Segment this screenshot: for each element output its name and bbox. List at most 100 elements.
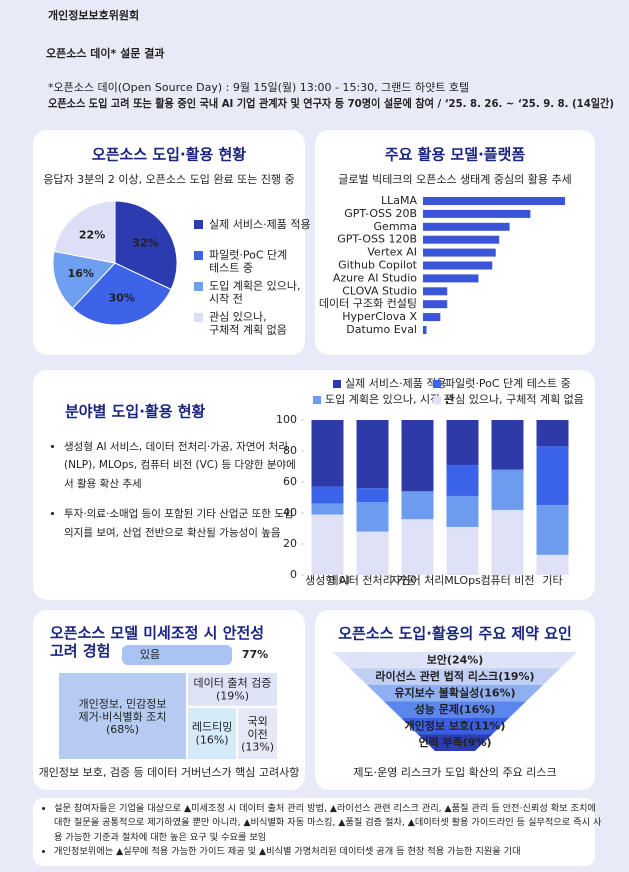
y-tick-label: 20	[283, 537, 297, 550]
x-tick-label: 자연어 처리	[390, 574, 444, 587]
y-tick-label: GPT-OSS 120B	[337, 233, 417, 246]
slice-label: 30%	[109, 291, 135, 304]
treemap-cell	[236, 705, 279, 761]
footer-panel	[33, 798, 595, 866]
cell-value: (19%)	[216, 689, 249, 702]
y-tick-label: CLOVA Studio	[342, 284, 417, 297]
cell-label: 개인정보, 민감정보 제거·비식별화 조치	[79, 697, 167, 723]
legend-swatch	[194, 251, 203, 260]
event-note: *오픈소스 데이(Open Source Day) : 9월 15일(월) 13…	[48, 80, 469, 94]
panel-subtitle: 글로벌 빅테크의 오픈소스 생태계 중심의 활용 추세	[338, 172, 572, 186]
survey-summary: 오픈소스 도입 고려 또는 활용 중인 국내 AI 기업 관계자 및 연구자 등…	[48, 96, 614, 110]
bullet: 생성형 AI 서비스, 데이터 전처리·가공, 자연어 처리(NLP), MLO…	[64, 438, 296, 493]
bar-segment	[311, 486, 344, 504]
treemap-cell	[185, 705, 239, 761]
cell-value: (68%)	[106, 723, 139, 736]
cell-value: (16%)	[196, 733, 229, 746]
legend-label: 파일럿·PoC 단계 테스트 중	[445, 376, 571, 390]
funnel-layer	[350, 668, 560, 685]
bar	[423, 248, 496, 257]
note: 설문 참여자들은 기업을 대상으로 ▲미세조정 시 데이터 출처 관리 방법, …	[54, 802, 602, 845]
y-tick-label: HyperClova X	[342, 310, 417, 323]
bar	[423, 300, 448, 309]
bar-segment	[491, 509, 524, 575]
panel-title: 주요 활용 모델·플랫폼	[385, 146, 526, 164]
y-tick-label: Azure AI Studio	[333, 271, 417, 284]
org-name: 개인정보보호위원회	[48, 8, 139, 22]
caption: 제도·운영 리스크가 도입 확산의 주요 리스크	[353, 766, 556, 779]
legend-label: 관심 있으나, 구체적 계획 없음	[209, 310, 287, 336]
bar-segment	[311, 420, 344, 487]
legend-swatch	[433, 396, 441, 404]
panel-title: 오픈소스 모델 미세조정 시 안전성 고려 경험	[50, 624, 264, 660]
cell-label: 국외 이전	[247, 715, 267, 741]
bar-segment	[536, 420, 569, 447]
bar	[423, 235, 500, 244]
bar-segment	[491, 469, 524, 510]
slice-label: 16%	[68, 267, 94, 280]
pie-slice	[53, 200, 116, 264]
y-tick-label: 40	[283, 506, 297, 519]
legend-label: 관심 있으나, 구체적 계획 없음	[445, 393, 584, 406]
funnel-label: 인력 부족(9%)	[418, 735, 491, 749]
bar-segment	[536, 446, 569, 506]
footer-notes: 설문 참여자들은 기업을 대상으로 ▲미세조정 시 데이터 출처 관리 방법, …	[40, 802, 602, 859]
panel-subtitle: 응답자 3분의 2 이상, 오픈소스 도입 완료 또는 진행 중	[43, 173, 294, 186]
bar-segment	[491, 420, 524, 470]
y-tick-label: Vertex AI	[367, 246, 417, 259]
panel-title: 오픈소스 도입·활용의 주요 제약 요인	[338, 625, 572, 643]
pie-slice	[114, 200, 178, 291]
bar-segment	[401, 519, 434, 575]
legend-label: 파일럿·PoC 단계 테스트 중	[209, 247, 287, 274]
cell-label: 레드티밍	[192, 720, 232, 733]
treemap-cell	[185, 671, 279, 708]
cell-label: 데이터 출처 검증	[194, 676, 272, 689]
panel-title: 오픈소스 도입·활용 현황	[92, 146, 246, 164]
bar-segment	[311, 503, 344, 515]
legend-swatch	[433, 380, 441, 388]
slice-label: 22%	[79, 228, 105, 241]
legend-swatch	[194, 282, 203, 291]
y-tick-label: Github Copilot	[338, 259, 418, 272]
funnel-layer	[367, 685, 543, 702]
y-tick-label: 데이터 구조화 컨설팅	[319, 297, 417, 310]
bar	[423, 209, 531, 218]
funnel-label: 유지보수 불확실성(16%)	[394, 685, 515, 699]
legend-swatch	[194, 220, 203, 229]
legend-swatch	[313, 396, 321, 404]
x-tick-label: MLOps	[444, 574, 481, 587]
summary-label: 있음	[140, 648, 160, 661]
bar-segment	[536, 505, 569, 555]
bullet: 투자·의료·소매업 등이 포함된 기타 산업군 또한 도입 의지를 보여, 산업…	[64, 505, 296, 542]
legend-label: 실제 서비스·제품 적용	[345, 377, 447, 390]
summary-bar	[122, 645, 233, 665]
bar-segment	[356, 502, 389, 532]
x-tick-label: 기타	[542, 574, 562, 587]
bullet-list: 생성형 AI 서비스, 데이터 전처리·가공, 자연어 처리(NLP), MLO…	[50, 438, 296, 554]
bar	[423, 326, 427, 334]
bar	[423, 261, 493, 270]
bar	[423, 313, 441, 322]
legend-swatch	[194, 313, 203, 322]
y-tick-label: 80	[283, 444, 297, 457]
y-tick-label: GPT-OSS 20B	[344, 207, 417, 220]
funnel-label: 개인정보 보호(11%)	[405, 718, 506, 732]
bar	[423, 222, 510, 231]
bar-segment	[401, 491, 434, 520]
legend-swatch	[333, 380, 341, 388]
y-tick-label: Datumo Eval	[346, 323, 417, 336]
bar-segment	[446, 464, 479, 496]
bar-segment	[356, 488, 389, 503]
bar-segment	[446, 420, 479, 465]
bar-segment	[401, 420, 434, 492]
summary-value: 77%	[242, 648, 268, 661]
funnel-layer	[401, 718, 509, 735]
bar-segment	[356, 420, 389, 489]
caption: 개인정보 보호, 검증 등 데이터 거버넌스가 핵심 고려사항	[39, 766, 300, 779]
slice-label: 32%	[132, 237, 158, 250]
note: 개인정보위에는 ▲실무에 적용 가능한 가이드 제공 및 ▲비식별 가명처리된 …	[54, 845, 602, 859]
legend-label: 도입 계획은 있으나, 시작 전	[325, 393, 454, 406]
funnel-layer	[333, 652, 577, 669]
